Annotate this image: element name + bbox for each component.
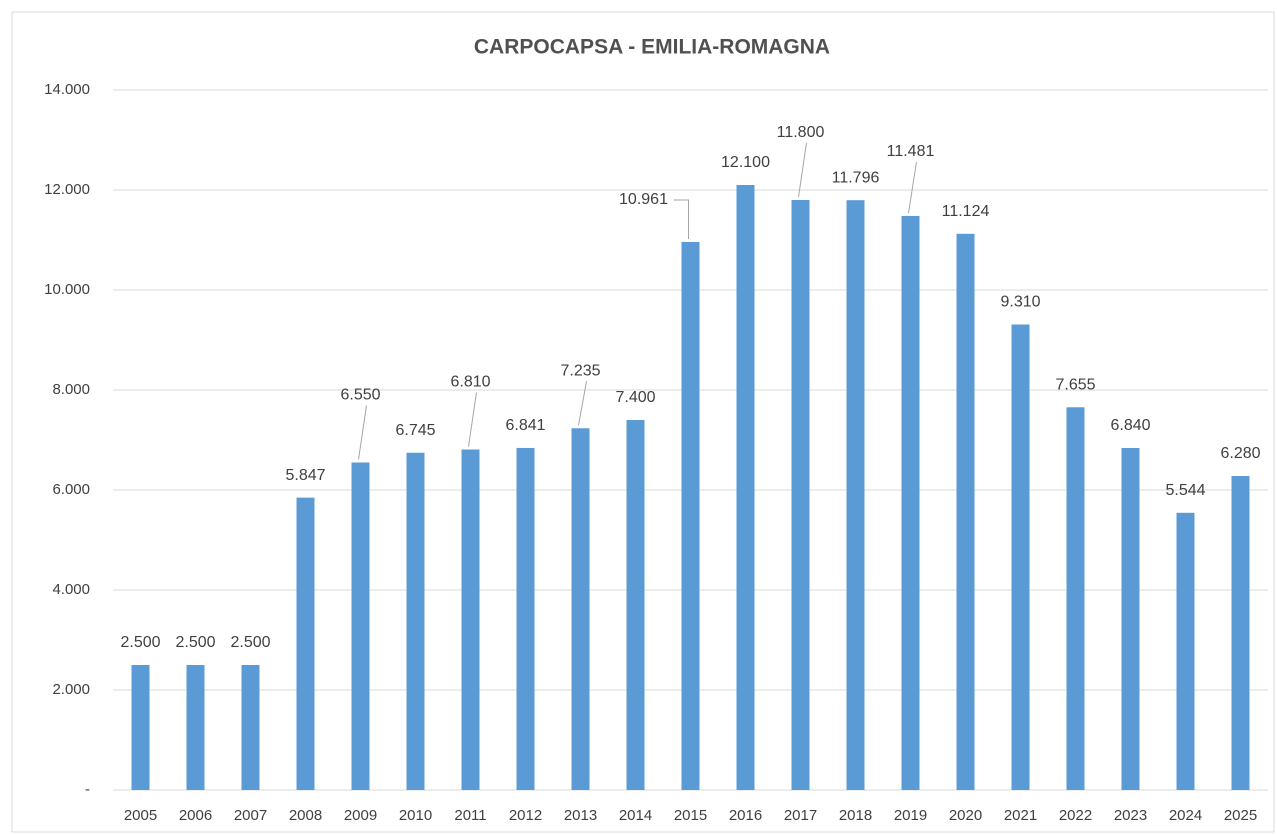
bar — [626, 420, 645, 790]
value-label: 2.500 — [120, 634, 160, 651]
y-tick-label: - — [85, 781, 90, 798]
value-label: 5.847 — [285, 467, 325, 484]
value-label: 6.280 — [1220, 445, 1260, 462]
value-label: 10.961 — [619, 191, 668, 208]
bar — [736, 185, 755, 790]
y-tick-label: 6.000 — [52, 481, 90, 498]
x-tick-label: 2013 — [564, 807, 597, 824]
value-label: 7.655 — [1055, 376, 1095, 393]
x-tick-label: 2022 — [1059, 807, 1092, 824]
x-tick-label: 2007 — [234, 807, 267, 824]
value-label: 7.400 — [615, 389, 655, 406]
bar — [1066, 407, 1085, 790]
bar — [1121, 448, 1140, 790]
y-tick-label: 12.000 — [44, 181, 90, 198]
x-tick-label: 2016 — [729, 807, 762, 824]
x-tick-label: 2008 — [289, 807, 322, 824]
bar — [956, 233, 975, 791]
x-tick-label: 2019 — [894, 807, 927, 824]
x-tick-label: 2010 — [399, 807, 432, 824]
bar — [791, 200, 810, 790]
x-tick-label: 2023 — [1114, 807, 1147, 824]
value-label: 11.800 — [777, 124, 825, 141]
x-tick-label: 2024 — [1169, 807, 1202, 824]
x-tick-label: 2014 — [619, 807, 652, 824]
bar — [571, 428, 590, 790]
bar — [461, 449, 480, 790]
bar — [351, 462, 370, 790]
x-tick-label: 2005 — [124, 807, 157, 824]
leader-line — [578, 381, 587, 426]
bar — [516, 447, 535, 790]
x-tick-label: 2012 — [509, 807, 542, 824]
bar — [901, 215, 920, 790]
x-tick-label: 2015 — [674, 807, 707, 824]
value-label: 6.841 — [505, 417, 545, 434]
chart-title: CARPOCAPSA - EMILIA-ROMAGNA — [474, 36, 830, 59]
value-label: 11.796 — [832, 169, 880, 186]
bar — [1176, 512, 1195, 790]
leader-line — [673, 199, 689, 239]
x-tick-label: 2009 — [344, 807, 377, 824]
value-label: 6.810 — [450, 374, 490, 391]
y-tick-label: 8.000 — [52, 381, 90, 398]
value-label: 12.100 — [721, 154, 770, 171]
bar — [296, 497, 315, 790]
y-tick-label: 2.000 — [52, 681, 90, 698]
value-label: 11.481 — [887, 143, 935, 160]
x-tick-label: 2006 — [179, 807, 212, 824]
value-label: 9.310 — [1000, 294, 1040, 311]
bar — [186, 665, 205, 790]
value-label: 7.235 — [560, 362, 600, 379]
bar — [406, 452, 425, 790]
x-tick-label: 2021 — [1004, 807, 1037, 824]
value-label: 6.550 — [340, 387, 380, 404]
x-tick-label: 2011 — [454, 807, 486, 824]
bar — [1231, 476, 1250, 790]
x-tick-label: 2025 — [1224, 807, 1257, 824]
value-label: 2.500 — [230, 634, 270, 651]
bar — [681, 241, 700, 790]
value-label: 11.124 — [942, 203, 990, 220]
value-label: 6.745 — [395, 422, 435, 439]
x-tick-label: 2018 — [839, 807, 872, 824]
leader-line — [468, 392, 477, 447]
bar — [1011, 324, 1030, 790]
bar — [241, 665, 260, 790]
y-tick-label: 4.000 — [52, 581, 90, 598]
x-tick-label: 2017 — [784, 807, 817, 824]
x-tick-label: 2020 — [949, 807, 982, 824]
value-label: 2.500 — [175, 634, 215, 651]
value-label: 5.544 — [1165, 482, 1205, 499]
bar — [131, 665, 150, 790]
bar — [846, 200, 865, 790]
leader-line — [908, 161, 917, 214]
value-label: 6.840 — [1110, 417, 1150, 434]
y-tick-label: 14.000 — [44, 81, 90, 98]
y-tick-label: 10.000 — [44, 281, 90, 298]
leader-line — [358, 405, 367, 460]
leader-line — [798, 142, 807, 198]
